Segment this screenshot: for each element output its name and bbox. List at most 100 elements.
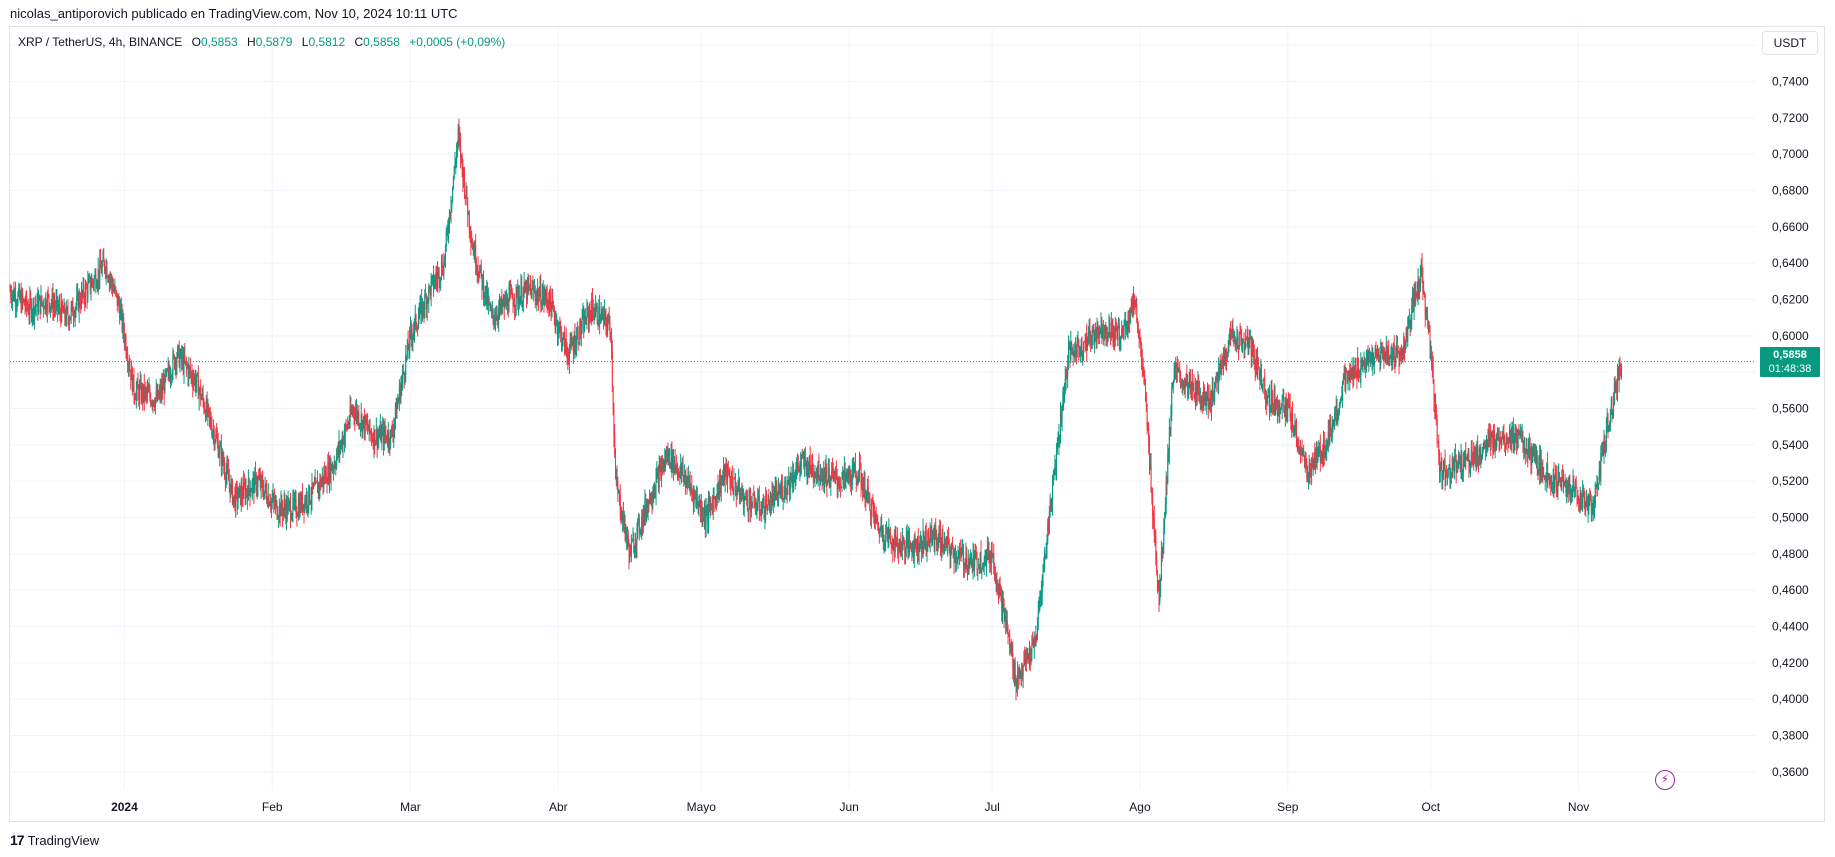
candle-body [847, 469, 849, 479]
candle-body [1506, 438, 1508, 444]
candle-body [1558, 474, 1560, 476]
candle-body [1573, 480, 1575, 492]
candle-body [877, 522, 879, 524]
candle-body [69, 316, 71, 320]
candle-body [963, 565, 965, 567]
candle-body [517, 289, 519, 304]
candle-body [378, 435, 380, 437]
candle-body [454, 164, 456, 167]
lightning-icon[interactable]: ⚡ [1655, 770, 1675, 790]
candle-body [823, 468, 825, 484]
candle-body [1029, 653, 1031, 660]
candle-body [1136, 303, 1138, 322]
candle-body [269, 504, 271, 506]
candle-body [525, 285, 527, 292]
footer-brand[interactable]: 17 TradingView [10, 832, 99, 848]
candle-body [406, 341, 408, 356]
candle-body [248, 479, 250, 489]
candle-body [355, 408, 357, 414]
candle-body [1314, 453, 1316, 459]
candle-body [1307, 478, 1309, 480]
candle-body [790, 473, 792, 482]
candle-body [1237, 336, 1239, 348]
candle-body [1062, 392, 1064, 411]
candle-body [243, 482, 245, 498]
candle-body [690, 487, 692, 489]
candle-body [69, 319, 71, 325]
candle-body [1474, 449, 1476, 457]
candle-body [1568, 485, 1570, 492]
candle-body [1047, 523, 1049, 542]
candle-body [1052, 473, 1054, 482]
symbol-title[interactable]: XRP / TetherUS, 4h, BINANCE [18, 35, 183, 49]
candle-body [421, 300, 423, 318]
candle-body [242, 496, 244, 498]
candle-body [266, 500, 268, 506]
candle-body [618, 492, 620, 494]
candle-body [261, 476, 263, 482]
candle-body [1570, 496, 1572, 498]
candle-body [607, 316, 609, 324]
candle-body [308, 486, 310, 507]
candle-body [17, 294, 19, 305]
candle-body [1038, 608, 1040, 613]
candle-body [1497, 430, 1499, 440]
candle-body [344, 425, 346, 436]
candle-body [1325, 449, 1327, 456]
y-tick-label: 0,7400 [1772, 75, 1809, 89]
candle-body [836, 478, 838, 486]
chart-pane[interactable] [9, 26, 1825, 822]
candle-body [573, 335, 575, 352]
candle-body [256, 486, 258, 491]
candle-body [1327, 431, 1329, 446]
candle-body [1532, 449, 1534, 453]
candle-body [1586, 498, 1588, 502]
candle-body [665, 455, 667, 461]
candle-body [1415, 292, 1417, 296]
candle-body [181, 350, 183, 361]
candle-body [1318, 445, 1320, 448]
candle-body [195, 381, 197, 388]
candle-body [1248, 347, 1250, 352]
candle-body [21, 293, 23, 311]
candle-body [120, 307, 122, 309]
candle-body [1470, 450, 1472, 464]
candle-body [200, 387, 202, 400]
candle-body [1006, 620, 1008, 634]
candle-body [724, 466, 726, 480]
candle-body [113, 289, 115, 291]
candle-body [1157, 584, 1159, 591]
candle-body [909, 543, 911, 545]
candle-body [805, 463, 807, 475]
candle-body [469, 228, 471, 235]
currency-button[interactable]: USDT [1762, 31, 1818, 55]
candle-body [1269, 406, 1271, 410]
candle-body [864, 478, 866, 501]
candle-body [122, 317, 124, 329]
candle-body [482, 277, 484, 289]
candle-body [834, 471, 836, 474]
candle-body [535, 296, 537, 302]
candle-body [111, 277, 113, 285]
candle-body [763, 498, 765, 519]
candle-body [1102, 330, 1104, 338]
candle-body [1183, 386, 1185, 390]
candle-body [835, 471, 837, 474]
candle-body [953, 558, 955, 563]
candle-body [1500, 441, 1502, 444]
candle-body [202, 393, 204, 401]
candle-body [1535, 452, 1537, 462]
candle-body [995, 579, 997, 581]
candle-body [1179, 368, 1181, 377]
candle-body [1272, 403, 1274, 412]
candle-body [117, 298, 119, 306]
candle-body [44, 298, 46, 310]
y-tick-label: 0,7000 [1772, 147, 1809, 161]
candle-body [1576, 488, 1578, 496]
candle-body [729, 476, 731, 484]
candle-body [527, 281, 529, 287]
candle-body [787, 480, 789, 485]
candle-body [1010, 643, 1012, 656]
candle-body [1520, 432, 1522, 436]
